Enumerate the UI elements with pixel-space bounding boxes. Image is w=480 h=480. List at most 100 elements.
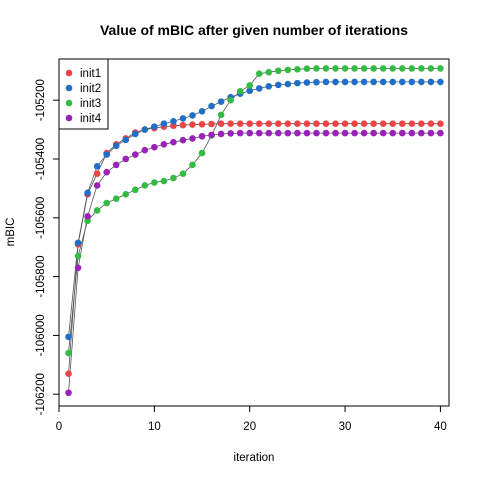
data-point-init1: [332, 120, 339, 127]
x-axis-label: iteration: [234, 452, 275, 464]
data-point-init4: [275, 129, 282, 137]
data-point-init1: [379, 120, 387, 127]
data-point-init1: [351, 120, 358, 127]
data-point-init3: [189, 161, 196, 169]
series-lines: [68, 68, 441, 393]
data-point-init4: [74, 264, 82, 272]
data-point-init3: [227, 96, 234, 104]
y-tick-label: -105400: [35, 138, 47, 180]
y-tick-label: -106200: [35, 373, 47, 415]
data-point-init1: [198, 120, 206, 128]
data-point-init1: [65, 370, 72, 377]
data-point-init4: [179, 136, 187, 144]
data-point-init3: [351, 65, 358, 72]
data-point-init3: [179, 170, 187, 177]
data-point-init3: [131, 186, 139, 194]
data-point-init2: [246, 87, 254, 95]
data-point-init4: [151, 143, 158, 151]
data-point-init1: [294, 120, 301, 127]
data-point-init3: [160, 177, 168, 185]
data-point-init4: [303, 129, 311, 137]
data-point-init1: [265, 120, 273, 127]
data-point-init2: [255, 85, 263, 92]
data-point-init3: [294, 65, 301, 73]
data-point-init1: [427, 120, 435, 127]
data-point-init1: [389, 120, 397, 127]
data-point-init2: [151, 123, 158, 130]
data-point-init4: [389, 129, 397, 137]
y-tick-label: -106000: [35, 314, 47, 356]
y-tick-label: -105800: [35, 256, 47, 298]
data-point-init2: [74, 239, 82, 247]
data-point-init3: [170, 174, 177, 182]
data-point-init1: [189, 121, 196, 128]
legend-label-init1: init1: [80, 68, 101, 80]
data-point-init2: [322, 78, 330, 86]
x-tick-label: 10: [148, 421, 161, 433]
series-line-init2: [68, 81, 441, 337]
data-point-init4: [351, 129, 358, 137]
data-point-init2: [379, 78, 387, 86]
data-point-init3: [313, 65, 320, 72]
x-axis: 0 10 20 30 40: [56, 405, 447, 433]
data-point-init1: [275, 120, 282, 127]
data-point-init2: [275, 81, 282, 89]
data-point-init2: [112, 142, 120, 150]
data-point-init3: [370, 65, 377, 72]
data-point-init4: [170, 138, 177, 146]
data-point-init4: [255, 129, 263, 137]
data-point-init3: [122, 190, 130, 198]
data-point-init3: [246, 82, 254, 89]
data-point-init1: [227, 120, 234, 127]
y-tick-label: -105200: [35, 79, 47, 121]
data-point-init3: [332, 65, 339, 72]
data-point-init1: [313, 120, 320, 127]
data-point-init2: [265, 83, 273, 90]
data-point-init3: [74, 252, 82, 260]
data-point-init2: [93, 163, 101, 170]
data-point-init4: [131, 151, 139, 158]
data-point-init4: [360, 129, 368, 137]
data-point-init2: [284, 80, 292, 88]
data-point-init3: [141, 182, 149, 189]
data-point-init4: [418, 129, 425, 137]
series-line-init4: [68, 132, 441, 393]
data-point-init2: [141, 126, 149, 133]
data-point-init1: [303, 120, 311, 127]
data-point-init4: [341, 129, 349, 137]
plot-frame: [58, 58, 450, 407]
data-point-init1: [370, 120, 377, 127]
legend: init1 init2 init3 init4: [58, 58, 109, 130]
data-point-init4: [379, 129, 387, 137]
data-point-init4: [398, 129, 406, 137]
data-point-init3: [198, 149, 206, 157]
data-point-init3: [389, 65, 397, 72]
legend-marker-init2: [65, 84, 73, 92]
data-point-init4: [246, 129, 254, 137]
data-point-init2: [389, 78, 397, 86]
data-point-init4: [208, 131, 215, 139]
data-point-init4: [103, 168, 110, 176]
data-point-init4: [437, 129, 444, 137]
data-point-init3: [236, 88, 244, 95]
data-point-init2: [437, 78, 444, 86]
data-point-init4: [332, 129, 339, 137]
data-point-init3: [398, 65, 406, 72]
data-point-init3: [93, 207, 101, 214]
y-axis: -106200 -106000 -105800 -105600 -105400 -1052…: [35, 79, 60, 415]
data-point-init2: [160, 120, 168, 127]
data-point-init3: [151, 179, 158, 186]
x-tick-label: 40: [434, 421, 447, 433]
data-point-init4: [122, 155, 130, 163]
series-line-init3: [68, 68, 441, 354]
data-point-init3: [303, 65, 311, 73]
data-point-init4: [198, 133, 206, 140]
data-point-init3: [265, 68, 273, 76]
data-point-init2: [122, 136, 130, 144]
data-point-init1: [360, 120, 368, 127]
legend-marker-init1: [65, 69, 73, 77]
data-point-init4: [217, 130, 225, 138]
data-point-init2: [332, 78, 339, 86]
data-point-init2: [84, 189, 91, 197]
data-point-init2: [103, 151, 110, 158]
